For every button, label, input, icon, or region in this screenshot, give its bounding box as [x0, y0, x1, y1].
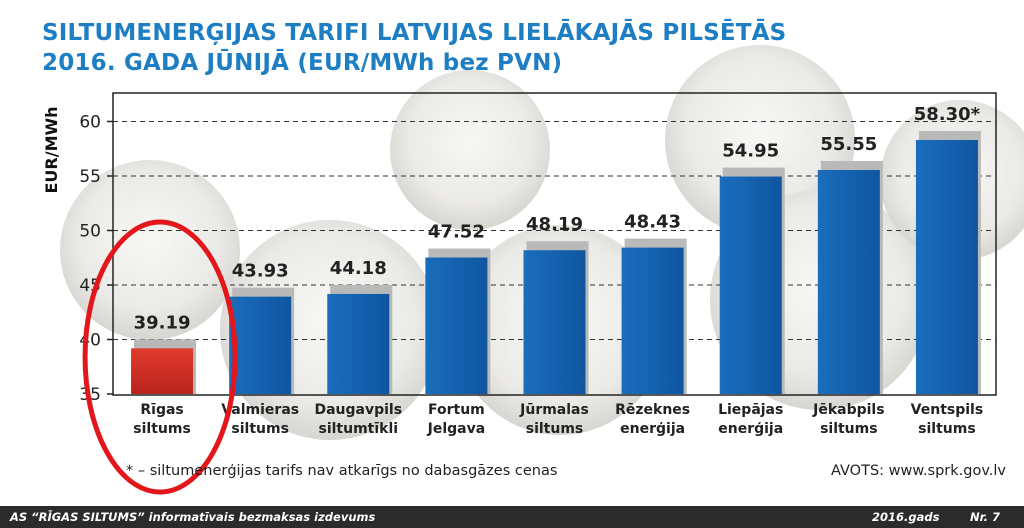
bar — [229, 296, 292, 394]
bar — [817, 170, 880, 394]
category-label: Jūrmalas — [519, 402, 589, 418]
y-tick-label: 60 — [79, 113, 101, 133]
bar — [327, 293, 390, 394]
category-label: siltums — [820, 421, 878, 437]
category-label: Rīgas — [140, 402, 183, 418]
category-label: siltumtīkli — [318, 421, 398, 437]
bar-highlighted — [131, 348, 194, 394]
category-label: siltums — [526, 421, 584, 437]
value-label: 39.19 — [134, 312, 191, 333]
value-labels: 39.19 43.93 44.18 47.52 48.19 48.43 54.95 55.55… — [134, 104, 981, 333]
category-labels: Rīgas siltums Valmieras siltums Daugavpils si… — [133, 402, 983, 437]
value-label: 48.43 — [624, 212, 681, 233]
bar — [425, 257, 488, 394]
value-label: 47.52 — [428, 222, 485, 243]
value-label: 58.30* — [914, 104, 981, 125]
category-label: Daugavpils — [314, 402, 402, 418]
category-label: Fortum — [428, 402, 485, 418]
y-tick-label: 40 — [79, 331, 101, 351]
chart-title: SILTUMENERĢIJAS TARIFI LATVIJAS LIELĀKAJ… — [42, 18, 786, 78]
footer-publication: AS “RĪGAS SILTUMS” informatīvais bezmaks… — [10, 510, 376, 524]
footer-issue-number: Nr. 7 — [970, 510, 1001, 524]
category-label: Valmieras — [221, 402, 299, 418]
footer-bar: AS “RĪGAS SILTUMS” informatīvais bezmaks… — [0, 506, 1024, 528]
category-label: siltums — [133, 421, 191, 437]
category-label: Rēzeknes — [615, 402, 690, 418]
category-label: Jelgava — [427, 421, 486, 437]
category-label: Liepājas — [718, 402, 783, 418]
category-label: enerģija — [620, 421, 685, 437]
value-label: 54.95 — [722, 141, 779, 162]
footnote: * – siltumenerģijas tarifs nav atkarīgs … — [126, 463, 557, 479]
value-label: 48.19 — [526, 214, 583, 235]
footer-year: 2016.gads — [872, 510, 940, 524]
bar — [621, 247, 684, 394]
y-axis-label: EUR/MWh — [42, 106, 61, 193]
category-label: siltums — [231, 421, 289, 437]
bar — [523, 250, 586, 394]
highlight-ellipse — [82, 219, 238, 495]
category-label: Ventspils — [911, 402, 984, 418]
value-label: 44.18 — [330, 258, 387, 279]
title-line-1: SILTUMENERĢIJAS TARIFI LATVIJAS LIELĀKAJ… — [42, 20, 787, 46]
plot-frame — [112, 92, 997, 396]
value-label: 43.93 — [232, 261, 289, 282]
y-tick-label: 50 — [79, 222, 101, 242]
bar — [915, 140, 978, 394]
value-label: 55.55 — [820, 134, 877, 155]
y-tick-label: 55 — [79, 167, 101, 187]
category-label: Jēkabpils — [812, 402, 884, 418]
source-note: AVOTS: www.sprk.gov.lv — [831, 463, 1006, 479]
bars — [131, 131, 981, 394]
bar — [719, 176, 782, 394]
category-label: siltums — [918, 421, 976, 437]
category-label: enerģija — [718, 421, 783, 437]
